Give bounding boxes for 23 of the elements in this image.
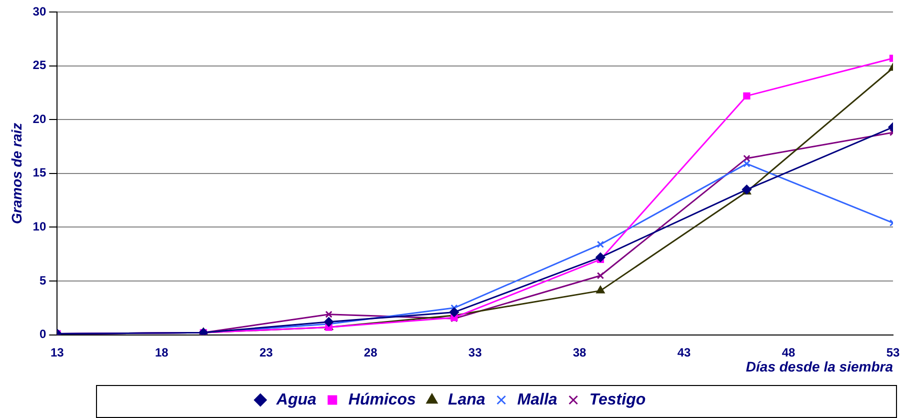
y-tick-label: 20 (32, 112, 46, 126)
y-tick-label: 10 (32, 220, 46, 234)
legend-label: Malla (517, 391, 558, 408)
x-tick-label: 28 (364, 345, 378, 360)
y-tick-label: 0 (39, 327, 46, 342)
y-axis-title: Gramos de raiz (8, 122, 24, 224)
y-tick-label: 15 (32, 166, 46, 180)
legend-label: Húmicos (348, 391, 416, 408)
x-tick-label: 38 (572, 345, 587, 360)
x-tick-label: 13 (50, 345, 64, 360)
y-tick-label: 25 (32, 58, 46, 72)
x-tick-label: 18 (154, 345, 169, 360)
x-tick-label: 53 (886, 345, 900, 360)
legend-label: Agua (275, 391, 316, 408)
x-tick-label: 33 (468, 345, 482, 360)
legend-label: Testigo (589, 391, 646, 408)
y-tick-label: 5 (39, 273, 46, 288)
x-axis-title: Días desde la siembra (746, 358, 894, 374)
legend-label: Lana (448, 391, 486, 408)
x-tick-label: 43 (677, 345, 692, 360)
x-tick-label: 23 (259, 345, 274, 360)
y-tick-label: 30 (32, 4, 46, 18)
x-tick-label: 48 (782, 345, 796, 360)
